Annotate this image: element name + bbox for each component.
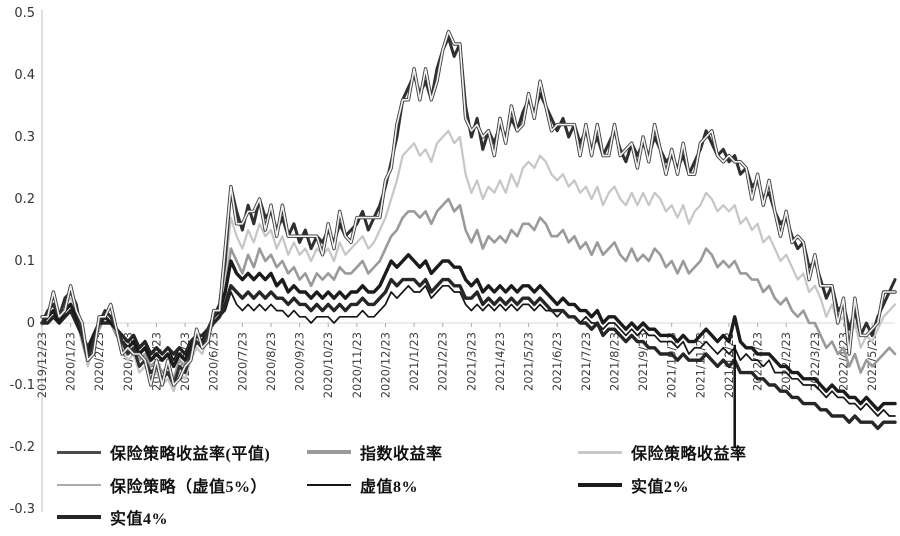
x-tick-label: 2020/9/23 — [293, 332, 307, 391]
series-line-保险策略（虚值5%） — [41, 30, 896, 386]
series-line-实值2% — [40, 253, 897, 412]
y-tick-label: -0.3 — [10, 502, 35, 517]
x-tick-label: 2020/11/23 — [350, 332, 364, 398]
x-tick-label: 2022/2/23 — [779, 332, 793, 391]
x-tick-label: 2021/10/23 — [665, 332, 679, 398]
y-tick-label: 0.2 — [14, 192, 35, 207]
x-tick-label: 2020/6/23 — [207, 332, 221, 391]
x-tick-label: 2021/4/23 — [493, 332, 507, 391]
x-tick-label: 2021/3/23 — [464, 332, 478, 391]
y-tick-label: 0.1 — [14, 254, 35, 269]
x-tick-label: 2020/1/23 — [64, 332, 78, 391]
x-tick-label: 2019/12/23 — [35, 332, 49, 398]
x-tick-label: 2021/1/23 — [407, 332, 421, 391]
x-tick-label: 2022/5/23 — [865, 332, 879, 391]
x-tick-label: 2022/3/23 — [808, 332, 822, 391]
x-tick-label: 2020/8/23 — [264, 332, 278, 391]
x-tick-label: 2021/8/23 — [607, 332, 621, 391]
y-tick-label: -0.1 — [10, 378, 35, 393]
series-line-保险策略收益率 — [40, 129, 897, 393]
y-tick-label: 0.4 — [14, 68, 35, 83]
x-tick-label: 2020/7/23 — [235, 332, 249, 391]
x-tick-label: 2021/6/23 — [550, 332, 564, 391]
x-tick-label: 2020/12/23 — [378, 332, 392, 398]
x-tick-label: 2022/1/23 — [751, 332, 765, 391]
x-tick-label: 2021/2/23 — [436, 332, 450, 391]
y-tick-label: 0 — [27, 316, 35, 331]
y-tick-label: -0.2 — [10, 440, 35, 455]
x-tick-label: 2020/10/23 — [321, 332, 335, 398]
y-tick-label: 0.3 — [14, 130, 35, 145]
x-tick-label: 2021/7/23 — [579, 332, 593, 391]
x-tick-label: 2021/5/23 — [522, 332, 536, 391]
series-line-实值4% — [40, 277, 897, 431]
y-tick-label: 0.5 — [14, 6, 35, 21]
